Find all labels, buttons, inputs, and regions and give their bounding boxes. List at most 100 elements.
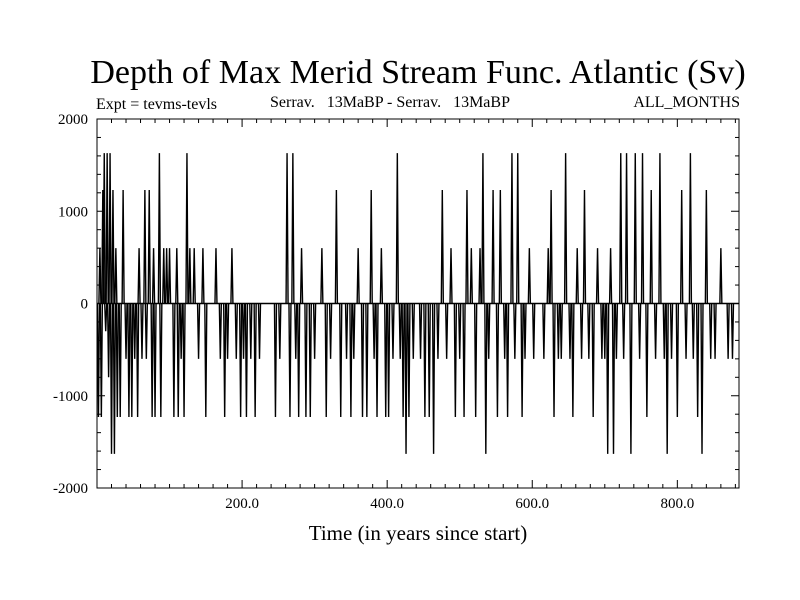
data-spike bbox=[407, 303, 411, 417]
data-spike bbox=[339, 303, 343, 417]
data-spike bbox=[185, 153, 189, 304]
data-spike bbox=[520, 303, 524, 417]
data-spike bbox=[719, 248, 723, 304]
y-tick-labels: -2000 -1000 0 1000 2000 bbox=[53, 112, 88, 497]
data-spike bbox=[542, 303, 546, 359]
data-spike bbox=[112, 303, 117, 454]
data-spike bbox=[291, 153, 295, 304]
data-spike bbox=[624, 153, 629, 304]
y-tick-label: 1000 bbox=[58, 204, 88, 220]
data-spike bbox=[105, 153, 109, 304]
data-spike bbox=[591, 303, 595, 417]
data-spike bbox=[104, 303, 108, 332]
data-spike bbox=[296, 303, 301, 417]
data-spike bbox=[106, 303, 111, 378]
data-spike bbox=[427, 303, 431, 417]
data-spike bbox=[176, 303, 180, 417]
subtitle-expt: Expt = tevms-tevls bbox=[96, 96, 217, 113]
data-spike bbox=[559, 303, 563, 359]
data-series bbox=[96, 153, 735, 454]
data-spike bbox=[605, 303, 610, 454]
data-spike bbox=[182, 303, 186, 417]
data-spike bbox=[726, 303, 730, 359]
data-spike bbox=[273, 303, 278, 417]
data-spike bbox=[230, 248, 234, 304]
data-spike bbox=[312, 303, 317, 359]
data-spike bbox=[144, 303, 149, 359]
data-spike bbox=[700, 303, 704, 454]
data-spike bbox=[153, 303, 157, 417]
data-spike bbox=[204, 303, 208, 417]
data-spike bbox=[375, 303, 379, 417]
data-spike bbox=[304, 303, 308, 417]
data-spike bbox=[513, 303, 517, 359]
data-spike bbox=[662, 303, 666, 359]
data-spike bbox=[222, 303, 227, 417]
data-spike bbox=[133, 303, 137, 359]
data-spike bbox=[704, 190, 709, 304]
data-spike bbox=[484, 303, 488, 454]
data-spike bbox=[365, 303, 369, 417]
data-spike bbox=[344, 303, 349, 359]
data-spike bbox=[257, 303, 262, 359]
data-spike bbox=[162, 248, 166, 304]
data-spike bbox=[167, 248, 172, 304]
data-spike bbox=[115, 303, 120, 417]
data-spike bbox=[516, 153, 520, 304]
data-spike bbox=[111, 190, 115, 304]
data-spike bbox=[481, 153, 485, 304]
data-spike bbox=[556, 303, 561, 359]
data-spike bbox=[150, 303, 154, 417]
data-spike bbox=[679, 190, 684, 304]
data-spike bbox=[418, 303, 423, 359]
data-spike bbox=[147, 190, 151, 304]
chart-title: Depth of Max Merid Stream Func. Atlantic… bbox=[90, 54, 745, 91]
data-spike bbox=[505, 303, 510, 417]
x-tick-label: 800.0 bbox=[660, 496, 694, 512]
data-spike bbox=[546, 248, 550, 304]
data-spike bbox=[440, 190, 445, 304]
plot-area bbox=[96, 118, 740, 489]
data-spike bbox=[473, 303, 478, 417]
data-spike bbox=[360, 303, 365, 417]
data-spike bbox=[379, 248, 384, 304]
data-spike bbox=[108, 153, 112, 304]
x-tick-label: 600.0 bbox=[515, 496, 549, 512]
data-spike bbox=[349, 303, 353, 417]
data-spike bbox=[527, 248, 532, 304]
data-spike bbox=[582, 190, 587, 304]
data-spike bbox=[241, 303, 246, 359]
x-tick-labels: 200.0 400.0 600.0 800.0 bbox=[225, 496, 694, 512]
data-spike bbox=[253, 303, 257, 417]
data-spike bbox=[188, 248, 192, 304]
data-spike bbox=[645, 303, 649, 417]
data-spike bbox=[614, 303, 619, 359]
data-spike bbox=[587, 303, 591, 359]
data-spike bbox=[575, 248, 579, 304]
subtitle-months: ALL_MONTHS bbox=[633, 94, 740, 111]
data-spike bbox=[192, 248, 196, 304]
data-spike bbox=[320, 248, 324, 304]
data-spike bbox=[130, 303, 134, 417]
data-spike bbox=[308, 303, 312, 417]
data-spike bbox=[675, 303, 680, 417]
data-spike bbox=[324, 303, 328, 417]
y-tick-label: -1000 bbox=[53, 389, 88, 405]
data-spike bbox=[294, 303, 298, 359]
data-spike bbox=[175, 248, 179, 304]
data-spike bbox=[386, 303, 391, 417]
data-spike bbox=[595, 248, 600, 304]
data-spike bbox=[411, 303, 415, 359]
y-tick-label: -2000 bbox=[53, 481, 88, 497]
data-spike bbox=[431, 303, 436, 454]
data-spike bbox=[621, 303, 626, 359]
data-spike bbox=[665, 303, 669, 454]
data-spike bbox=[653, 303, 658, 359]
data-spike bbox=[633, 153, 637, 304]
data-spike bbox=[549, 190, 553, 304]
data-spike bbox=[99, 303, 104, 417]
data-spike bbox=[462, 303, 466, 417]
data-spike bbox=[391, 303, 395, 359]
data-spike bbox=[458, 303, 462, 359]
